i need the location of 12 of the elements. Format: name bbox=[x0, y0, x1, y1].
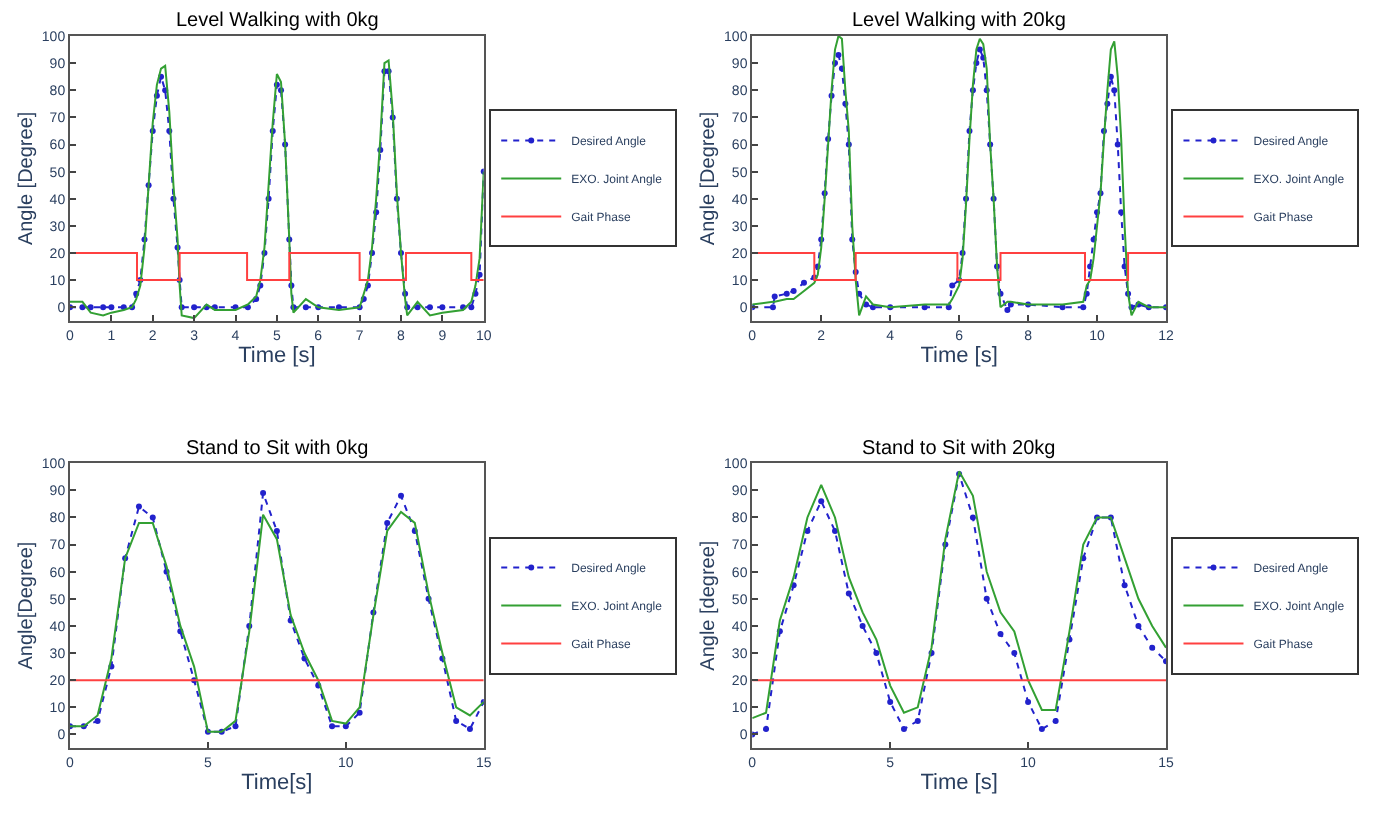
chart-title: Stand to Sit with 20kg bbox=[862, 438, 1056, 460]
chart-title: Level Walking with 0kg bbox=[176, 10, 379, 32]
x-axis-title: Time [s] bbox=[920, 771, 998, 796]
chart-title: Level Walking with 20kg bbox=[852, 10, 1066, 32]
chart-title: Stand to Sit with 0kg bbox=[186, 438, 369, 460]
y-axis-title: Angle [degree] bbox=[698, 540, 721, 671]
x-axis-title: Time[s] bbox=[241, 771, 313, 796]
y-axis-title: Angle [Degree] bbox=[15, 111, 38, 246]
y-axis-title: Angle[Degree] bbox=[15, 541, 38, 670]
x-axis-title: Time [s] bbox=[238, 344, 316, 368]
y-axis-title: Angle [Degree] bbox=[698, 111, 721, 246]
x-axis-title: Time [s] bbox=[920, 344, 998, 368]
